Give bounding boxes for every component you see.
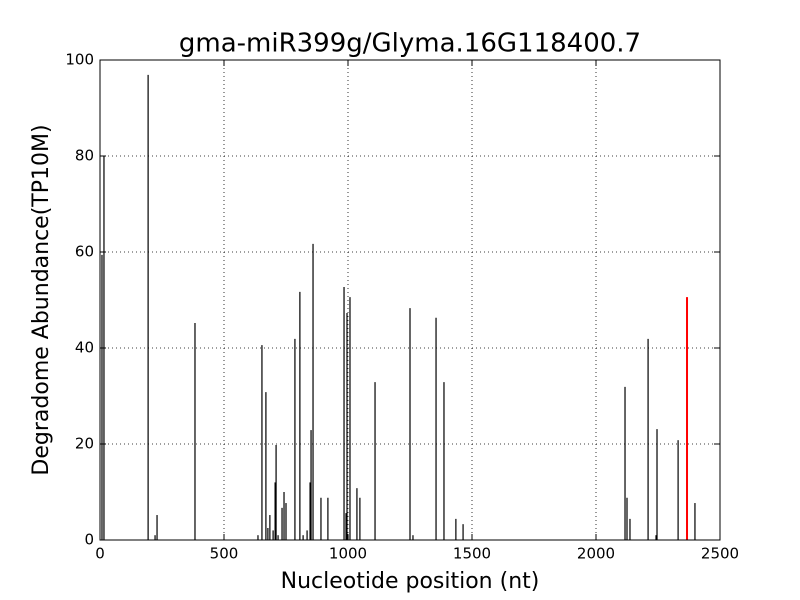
y-tick-label: 40 (75, 339, 94, 357)
x-tick-label: 500 (210, 545, 239, 563)
x-tick-label: 0 (95, 545, 105, 563)
x-axis-label: Nucleotide position (nt) (281, 569, 540, 594)
x-tick-label: 1000 (329, 545, 367, 563)
x-tick-label: 2500 (701, 545, 739, 563)
plot-frame (99, 59, 721, 541)
y-tick-label: 100 (65, 51, 94, 69)
x-tick-label: 2000 (577, 545, 615, 563)
y-axis-label: Degradome Abundance(TP10M) (29, 124, 54, 475)
y-tick-label: 80 (75, 147, 94, 165)
y-tick-label: 0 (84, 531, 94, 549)
y-tick-label: 20 (75, 435, 94, 453)
y-tick-label: 60 (75, 243, 94, 261)
x-tick-label: 1500 (453, 545, 491, 563)
chart-title: gma-miR399g/Glyma.16G118400.7 (179, 29, 641, 59)
